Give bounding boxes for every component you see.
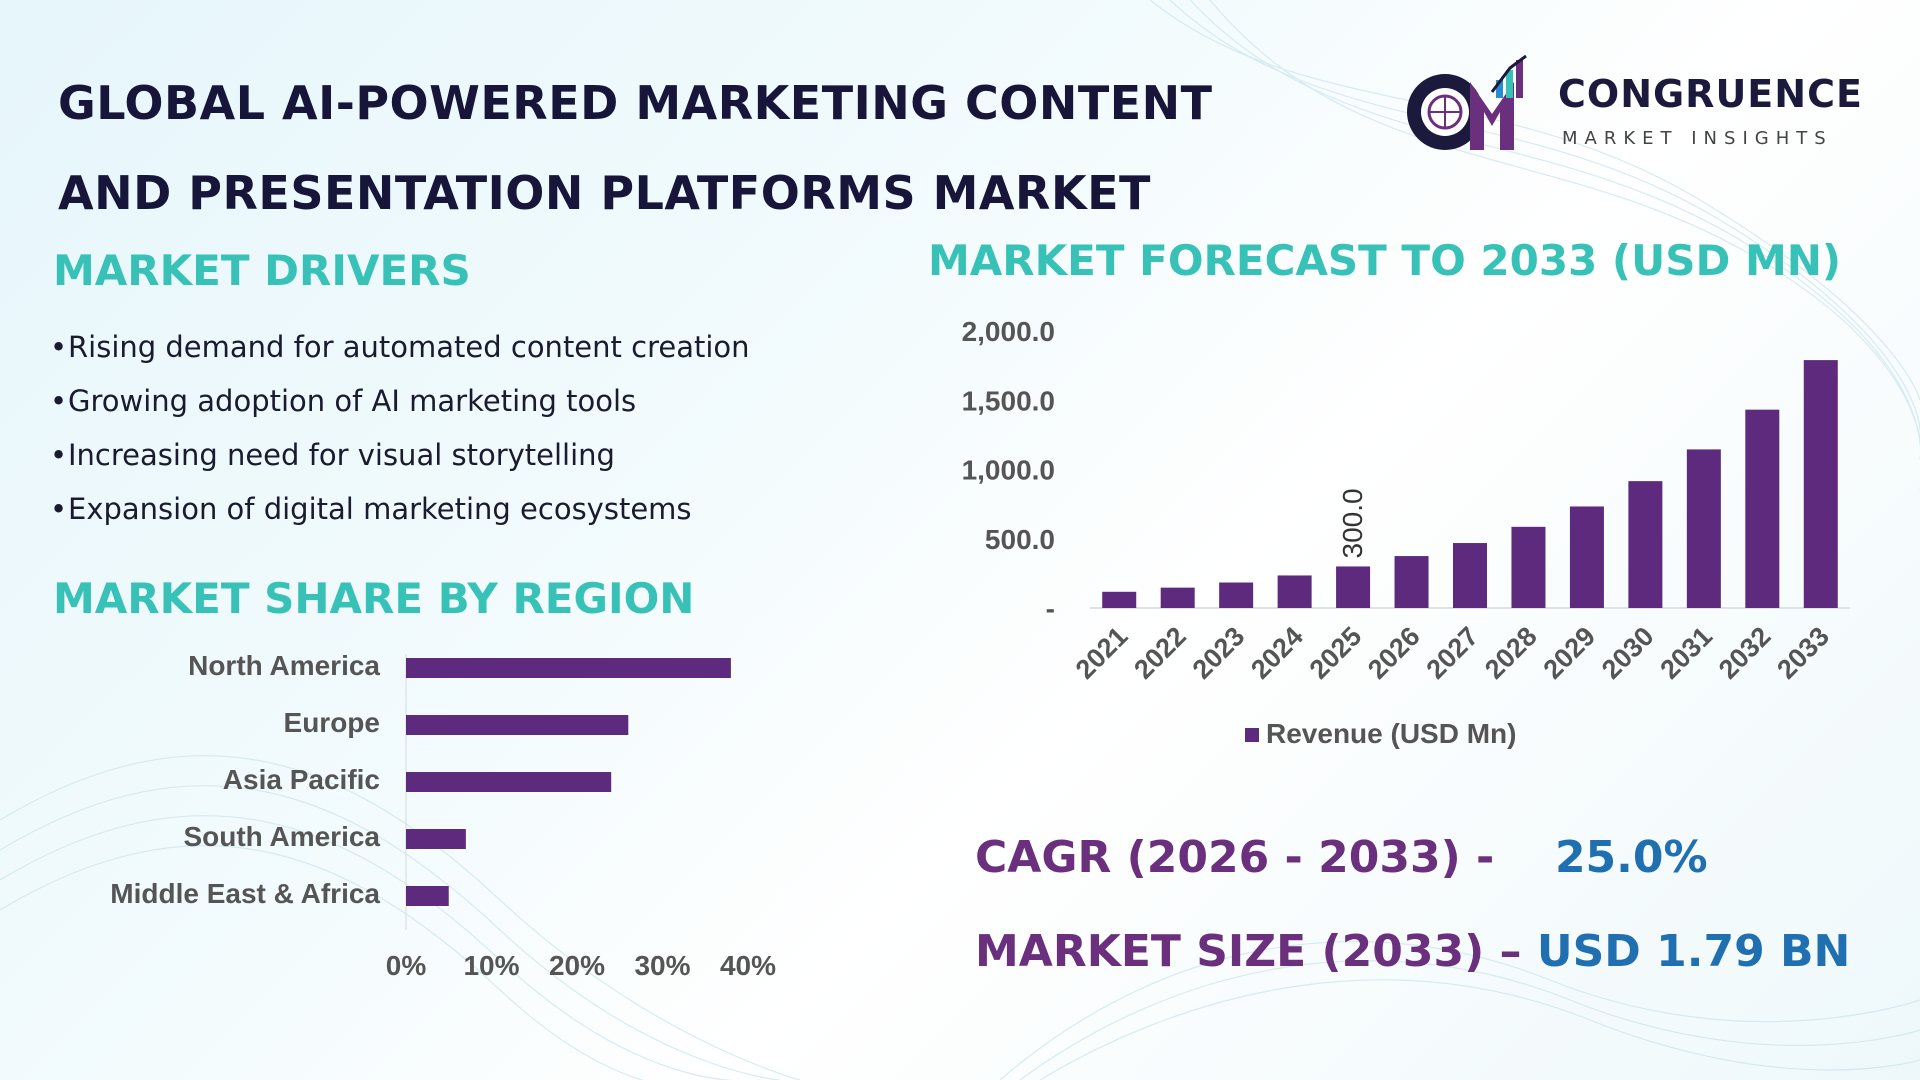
- forecast-bar: [1686, 449, 1721, 608]
- market-size-label: MARKET SIZE (2033) –: [975, 926, 1522, 977]
- driver-text: Growing adoption of AI marketing tools: [68, 384, 637, 418]
- forecast-bar: [1277, 575, 1312, 608]
- region-label: North America: [188, 650, 380, 681]
- x-tick-label: 2031: [1654, 621, 1718, 685]
- forecast-heading: MARKET FORECAST TO 2033 (USD MN): [928, 236, 1842, 285]
- driver-item: •Growing adoption of AI marketing tools: [50, 374, 750, 428]
- data-label: 300.0: [1337, 488, 1368, 558]
- forecast-bar: [1336, 566, 1371, 608]
- forecast-bar: [1745, 409, 1780, 608]
- region-bar: [406, 658, 731, 678]
- driver-item: •Increasing need for visual storytelling: [50, 428, 750, 482]
- forecast-bar: [1569, 506, 1604, 608]
- x-tick-label: 2032: [1713, 621, 1777, 685]
- title-line-1: GLOBAL AI-POWERED MARKETING CONTENT: [58, 76, 1213, 130]
- cagr-kpi: CAGR (2026 - 2033) - 25.0%: [975, 832, 1708, 883]
- forecast-bar: [1102, 591, 1137, 608]
- market-size-value: USD 1.79 BN: [1536, 926, 1851, 977]
- x-tick-label: 2024: [1245, 621, 1309, 685]
- cagr-label: CAGR (2026 - 2033) -: [975, 832, 1495, 883]
- region-label: Middle East & Africa: [110, 878, 380, 909]
- x-tick-label: 2025: [1304, 621, 1368, 685]
- cagr-value: 25.0%: [1554, 832, 1708, 883]
- x-tick-label: 20%: [549, 950, 605, 981]
- logo-name: CONGRUENCE: [1558, 72, 1863, 116]
- y-tick-label: 1,500.0: [962, 385, 1055, 416]
- x-tick-label: 2026: [1362, 621, 1426, 685]
- x-tick-label: 30%: [634, 950, 690, 981]
- y-tick-label: 500.0: [985, 524, 1055, 555]
- x-tick-label: 2021: [1070, 621, 1134, 685]
- legend-label: Revenue (USD Mn): [1266, 718, 1516, 749]
- x-tick-label: 10%: [463, 950, 519, 981]
- forecast-bar: [1219, 582, 1254, 608]
- driver-text: Rising demand for automated content crea…: [68, 330, 750, 364]
- driver-text: Increasing need for visual storytelling: [68, 438, 615, 472]
- bullet-icon: •: [50, 492, 68, 526]
- driver-item: •Rising demand for automated content cre…: [50, 320, 750, 374]
- x-tick-label: 2028: [1479, 621, 1543, 685]
- logo-tagline: MARKET INSIGHTS: [1562, 128, 1833, 149]
- x-tick-label: 2033: [1771, 621, 1835, 685]
- page-title: GLOBAL AI-POWERED MARKETING CONTENT AND …: [58, 58, 1298, 238]
- region-bar: [406, 715, 629, 735]
- region-bar: [406, 772, 612, 792]
- y-tick-label: 1,000.0: [962, 455, 1055, 486]
- logo-mark: [1407, 54, 1527, 150]
- region-bar: [406, 886, 449, 906]
- driver-item: •Expansion of digital marketing ecosyste…: [50, 482, 750, 536]
- forecast-bar: [1453, 543, 1487, 608]
- y-tick-label: 2,000.0: [962, 316, 1055, 347]
- region-bar: [406, 829, 466, 849]
- region-share-heading: MARKET SHARE BY REGION: [53, 574, 695, 623]
- title-line-2: AND PRESENTATION PLATFORMS MARKET: [58, 166, 1151, 220]
- market-drivers-list: •Rising demand for automated content cre…: [50, 320, 750, 536]
- x-tick-label: 2023: [1187, 621, 1251, 685]
- x-tick-label: 2029: [1537, 621, 1601, 685]
- x-tick-label: 2030: [1596, 621, 1660, 685]
- market-size-kpi: MARKET SIZE (2033) – USD 1.79 BN: [975, 926, 1850, 977]
- forecast-bar: [1511, 526, 1546, 608]
- forecast-chart: -500.01,000.01,500.02,000.02021202220232…: [962, 316, 1850, 749]
- driver-text: Expansion of digital marketing ecosystem…: [68, 492, 692, 526]
- brand-logo: CONGRUENCE MARKET INSIGHTS: [1400, 52, 1870, 162]
- market-drivers-heading: MARKET DRIVERS: [53, 246, 471, 295]
- forecast-bar: [1803, 360, 1838, 608]
- bullet-icon: •: [50, 438, 68, 472]
- y-tick-label: -: [1046, 593, 1055, 624]
- x-tick-label: 2022: [1128, 621, 1192, 685]
- forecast-bar: [1160, 587, 1195, 608]
- legend-swatch: [1245, 728, 1259, 742]
- x-tick-label: 40%: [720, 950, 776, 981]
- region-share-chart: North America Europe Asia Pacific South Ame…: [110, 650, 776, 981]
- region-label: Europe: [284, 707, 380, 738]
- region-label: South America: [183, 821, 380, 852]
- x-tick-label: 2027: [1421, 621, 1485, 685]
- bullet-icon: •: [50, 330, 68, 364]
- bullet-icon: •: [50, 384, 68, 418]
- forecast-bar: [1394, 556, 1429, 608]
- region-label: Asia Pacific: [223, 764, 380, 795]
- x-tick-label: 0%: [386, 950, 427, 981]
- forecast-bar: [1628, 481, 1663, 608]
